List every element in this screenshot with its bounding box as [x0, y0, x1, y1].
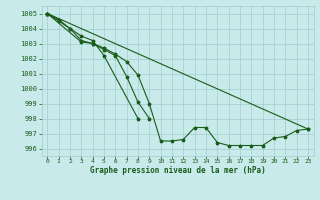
X-axis label: Graphe pression niveau de la mer (hPa): Graphe pression niveau de la mer (hPa) [90, 166, 266, 175]
